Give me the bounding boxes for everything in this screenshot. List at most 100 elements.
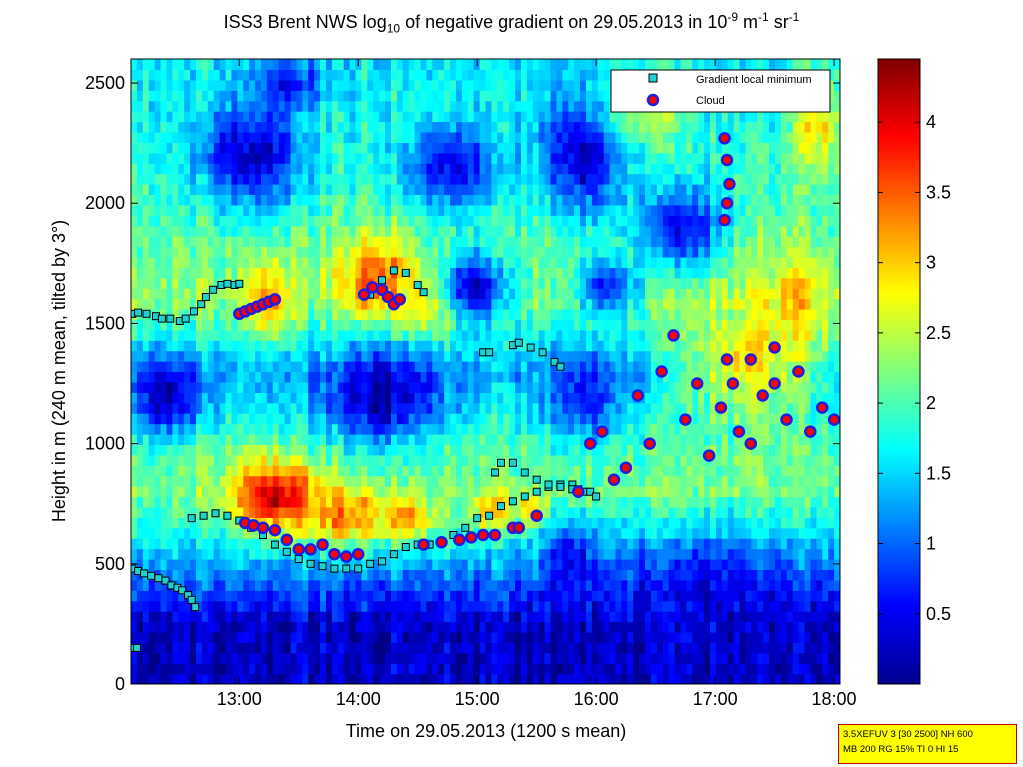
cloud-point <box>655 365 668 378</box>
title-exp-1: -9 <box>727 10 739 24</box>
gradient-minimum-point <box>306 559 315 568</box>
gradient-minimum-point <box>485 511 494 520</box>
gradient-minimum-point <box>282 547 291 556</box>
cloud-point <box>804 425 817 438</box>
y-tick-label: 0 <box>115 674 125 694</box>
cloud-point <box>476 528 490 542</box>
title-exp-3: -1 <box>788 10 800 24</box>
gradient-minimum-point <box>178 586 187 595</box>
gradient-minimum-point <box>294 555 303 563</box>
legend-label-gradient: Gradient local minimum <box>696 74 812 86</box>
y-axis-label: Height in m (240 m mean, tilted by 3°) <box>49 220 69 522</box>
cloud-point <box>268 523 282 537</box>
gradient-minimum-point <box>401 543 410 551</box>
legend-cloud-marker <box>646 93 660 107</box>
gradient-minimum-point <box>201 293 210 301</box>
cloud-point <box>679 413 692 426</box>
gradient-minimum-point <box>142 309 151 318</box>
gradient-minimum-point <box>538 348 547 357</box>
gradient-minimum-point <box>520 492 529 501</box>
gradient-minimum-point <box>520 468 529 477</box>
gradient-minimum-point <box>401 268 410 277</box>
gradient-minimum-point <box>199 511 208 520</box>
title-unit-m: m <box>738 12 759 32</box>
gradient-minimum-point <box>526 343 535 352</box>
cloud-point <box>572 485 585 498</box>
gradient-minimum-point <box>132 643 141 652</box>
cloud-point <box>304 543 317 556</box>
cloud-point <box>292 543 305 556</box>
gradient-minimum-point <box>556 482 565 491</box>
cloud-point <box>718 132 731 145</box>
x-tick-label: 15:00 <box>455 689 500 709</box>
gradient-minimum-point <box>211 509 220 518</box>
gradient-minimum-point <box>586 487 595 496</box>
gradient-minimum-point <box>157 314 166 323</box>
gradient-minimum-point <box>413 281 422 289</box>
cloud-point <box>631 389 645 402</box>
x-axis-label: Time on 29.05.2013 (1200 s mean) <box>346 721 627 741</box>
gradient-minimum-point <box>235 279 244 288</box>
gradient-minimum-point <box>485 348 494 357</box>
cloud-point <box>723 177 736 191</box>
cloud-point <box>815 401 829 414</box>
gradient-minimum-point <box>378 557 386 566</box>
cloud-point <box>393 293 407 306</box>
x-tick-label: 16:00 <box>574 689 619 709</box>
gradient-minimum-point <box>354 564 363 573</box>
legend: Gradient local minimum Cloud <box>610 69 831 113</box>
gradient-minimum-point <box>161 576 170 585</box>
y-tick-label: 2500 <box>85 73 125 93</box>
legend-gradient-marker <box>648 73 658 83</box>
cloud-point <box>827 413 840 426</box>
cloud-point <box>619 461 633 474</box>
colorbar-tick-label: 3.5 <box>926 182 951 202</box>
gradient-minimum-point <box>508 458 517 467</box>
colorbar-tick-label: 2 <box>926 393 936 413</box>
cloud-point <box>280 533 294 547</box>
colorbar-tick-label: 1.5 <box>926 463 951 483</box>
chart-title: ISS3 Brent NWS log10 of negative gradien… <box>0 10 1023 36</box>
cloud-point <box>316 538 329 551</box>
cloud-point <box>768 341 781 354</box>
series-gradient-local-minimum <box>131 266 601 652</box>
cloud-point <box>768 377 781 390</box>
gradient-minimum-point <box>330 564 339 573</box>
gradient-minimum-point <box>550 357 559 366</box>
cloud-point <box>453 533 466 547</box>
cloud-point <box>417 538 430 551</box>
x-tick-label: 13:00 <box>217 689 262 709</box>
x-tick-label: 14:00 <box>336 689 381 709</box>
cloud-point <box>488 528 502 542</box>
gradient-minimum-point <box>389 550 398 559</box>
info-line-2: MB 200 RG 15% TI 0 HI 15 <box>843 744 959 755</box>
y-tick-label: 1500 <box>85 313 125 333</box>
gradient-minimum-point <box>270 540 279 549</box>
cloud-point <box>256 521 270 535</box>
cloud-point <box>328 547 341 561</box>
gradient-minimum-point <box>378 276 386 285</box>
colorbar-tick-label: 0.5 <box>926 604 951 624</box>
cloud-point <box>756 389 769 402</box>
gradient-minimum-point <box>187 595 196 604</box>
gradient-minimum-point <box>491 468 499 477</box>
cloud-point <box>340 550 353 563</box>
gradient-minimum-point <box>197 300 206 309</box>
title-unit-sr: sr <box>768 12 789 32</box>
gradient-minimum-point <box>461 523 470 532</box>
x-tick-label: 17:00 <box>693 689 738 709</box>
cloud-point <box>690 377 704 390</box>
gradient-minimum-point <box>223 511 232 520</box>
gradient-minimum-point <box>532 475 541 484</box>
gradient-minimum-point <box>318 562 327 571</box>
cloud-point <box>607 473 621 486</box>
cloud-point <box>643 437 656 450</box>
cloud-point <box>744 353 758 366</box>
gradient-minimum-point <box>190 307 198 316</box>
title-exp-2: -1 <box>758 10 769 24</box>
gradient-minimum-point <box>191 603 200 612</box>
cloud-point <box>744 437 758 450</box>
cloud-point <box>718 213 731 227</box>
gradient-minimum-point <box>342 564 351 573</box>
cloud-point <box>435 535 448 549</box>
